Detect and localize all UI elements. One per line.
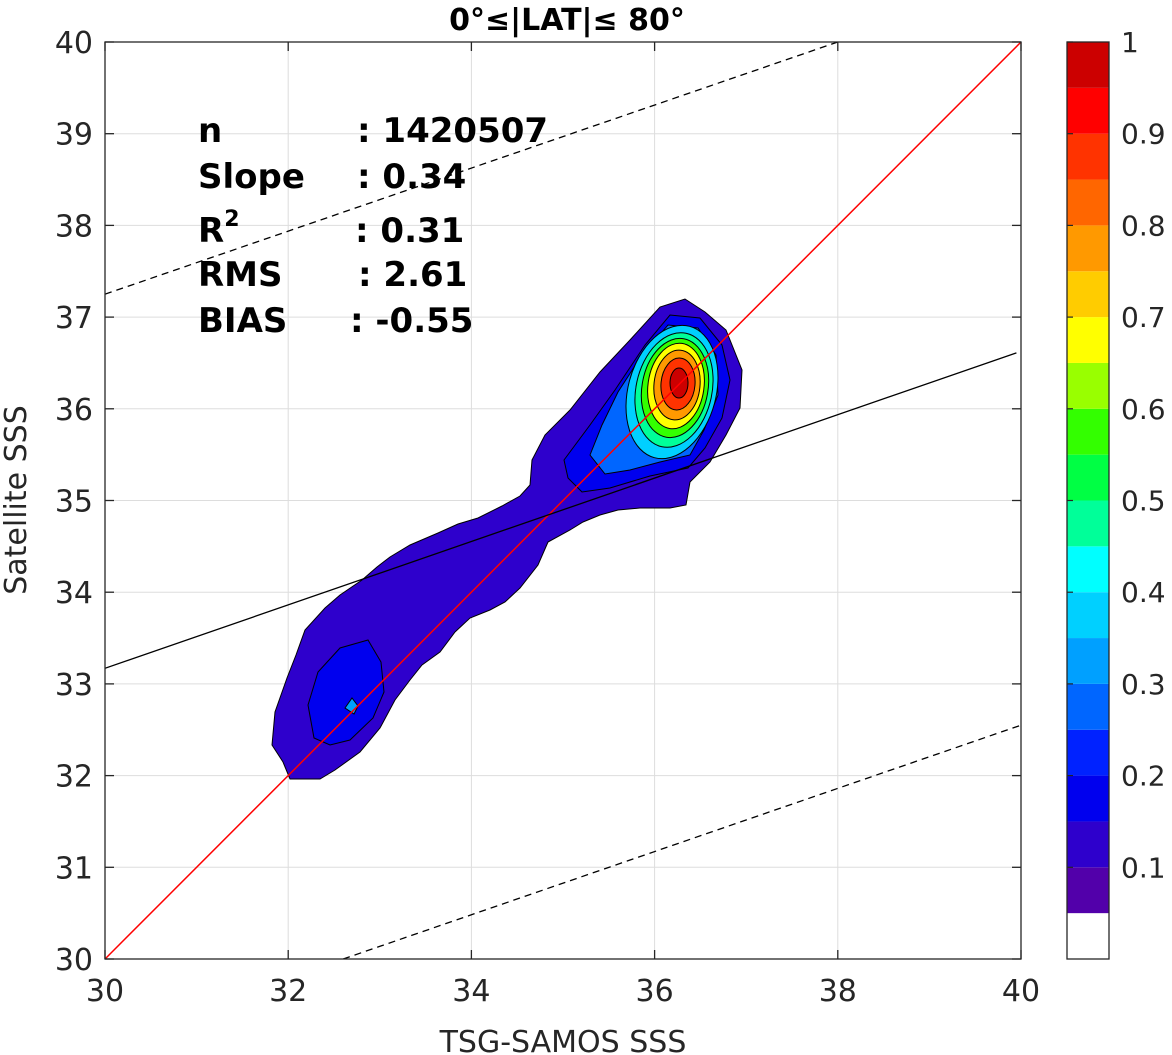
colorbar-segment bbox=[1067, 179, 1109, 226]
colorbar-segment bbox=[1067, 821, 1109, 868]
y-tick-label: 39 bbox=[55, 118, 93, 153]
colorbar-tick-label: 0.4 bbox=[1121, 576, 1166, 609]
stat-n-value: : 1420507 bbox=[357, 111, 548, 151]
colorbar-segment bbox=[1067, 546, 1109, 593]
colorbar-segment bbox=[1067, 225, 1109, 272]
colorbar-tick-label: 0.5 bbox=[1121, 485, 1166, 518]
colorbar-segment bbox=[1067, 867, 1109, 914]
stat-rms-value: : 2.61 bbox=[358, 255, 467, 295]
x-tick-label: 36 bbox=[636, 974, 674, 1009]
x-tick-label: 40 bbox=[1002, 974, 1040, 1009]
colorbar-segment bbox=[1067, 271, 1109, 318]
x-tick-label: 32 bbox=[269, 974, 307, 1009]
one-to-one-line bbox=[105, 42, 1021, 959]
stat-slope-label: Slope bbox=[198, 157, 305, 197]
y-tick-label: 37 bbox=[55, 301, 93, 336]
north-level-10 bbox=[669, 367, 689, 399]
stat-r2-value: : 0.31 bbox=[355, 211, 464, 251]
stat-slope-value: : 0.34 bbox=[357, 157, 466, 197]
y-tick-label: 30 bbox=[55, 943, 93, 978]
grid-lines bbox=[104, 41, 1022, 960]
colorbar-ticks: 0.1 0.2 0.3 0.4 0.5 0.6 0.7 0.8 0.9 1 bbox=[1067, 26, 1166, 884]
x-tick-label: 34 bbox=[452, 974, 490, 1009]
colorbar-tick-label: 0.8 bbox=[1121, 209, 1166, 242]
colorbar-segment bbox=[1067, 133, 1109, 180]
colorbar-segment bbox=[1067, 775, 1109, 822]
colorbar bbox=[1067, 42, 1109, 959]
colorbar-segment bbox=[1067, 500, 1109, 547]
colorbar-segment bbox=[1067, 87, 1109, 134]
colorbar-tick-label: 0.6 bbox=[1121, 393, 1166, 426]
stat-rms-label: RMS bbox=[198, 255, 283, 295]
y-tick-label: 31 bbox=[55, 851, 93, 886]
colorbar-tick-label: 0.9 bbox=[1121, 118, 1166, 151]
colorbar-segment bbox=[1067, 42, 1109, 88]
colorbar-tick-label: 1 bbox=[1121, 26, 1139, 59]
x-axis-label: TSG-SAMOS SSS bbox=[439, 1025, 687, 1055]
colorbar-segment bbox=[1067, 317, 1109, 363]
stat-r2-label: R2 bbox=[198, 207, 240, 251]
y-tick-label: 32 bbox=[55, 760, 93, 795]
colorbar-tick-label: 0.3 bbox=[1121, 668, 1166, 701]
regression-line bbox=[105, 352, 1017, 669]
colorbar-tick-label: 0.1 bbox=[1121, 851, 1166, 884]
stats-box: n : 1420507 Slope : 0.34 R2 : 0.31 RMS :… bbox=[198, 111, 548, 341]
y-tick-label: 33 bbox=[55, 668, 93, 703]
y-tick-label: 35 bbox=[55, 485, 93, 520]
colorbar-segment bbox=[1067, 362, 1109, 409]
y-axis-label: Satellite SSS bbox=[0, 405, 34, 595]
y-tick-label: 38 bbox=[55, 209, 93, 244]
colorbar-tick-label: 0.7 bbox=[1121, 301, 1166, 334]
colorbar-segment bbox=[1067, 592, 1109, 639]
y-tick-label: 40 bbox=[55, 26, 93, 61]
colorbar-segment bbox=[1067, 729, 1109, 776]
stat-bias-label: BIAS bbox=[198, 301, 287, 341]
axis-ticks: 30 32 34 36 38 40 30 31 32 33 34 35 36 37 38 39 40 bbox=[55, 26, 1040, 1009]
colorbar-segment bbox=[1067, 638, 1109, 684]
y-tick-label: 36 bbox=[55, 393, 93, 428]
chart-title: 0°≤|LAT|≤ 80° bbox=[449, 3, 685, 38]
colorbar-segment bbox=[1067, 913, 1109, 959]
stat-bias-value: : -0.55 bbox=[350, 301, 473, 341]
south-cluster-region bbox=[307, 639, 385, 746]
upper-dashed-line bbox=[105, 42, 839, 295]
colorbar-tick-label: 0.2 bbox=[1121, 760, 1166, 793]
x-tick-label: 38 bbox=[819, 974, 857, 1009]
colorbar-segment bbox=[1067, 683, 1109, 730]
colorbar-segment bbox=[1067, 454, 1109, 501]
y-tick-label: 34 bbox=[55, 576, 93, 611]
stat-n-label: n bbox=[198, 111, 222, 151]
x-tick-label: 30 bbox=[86, 974, 124, 1009]
colorbar-segment bbox=[1067, 408, 1109, 455]
